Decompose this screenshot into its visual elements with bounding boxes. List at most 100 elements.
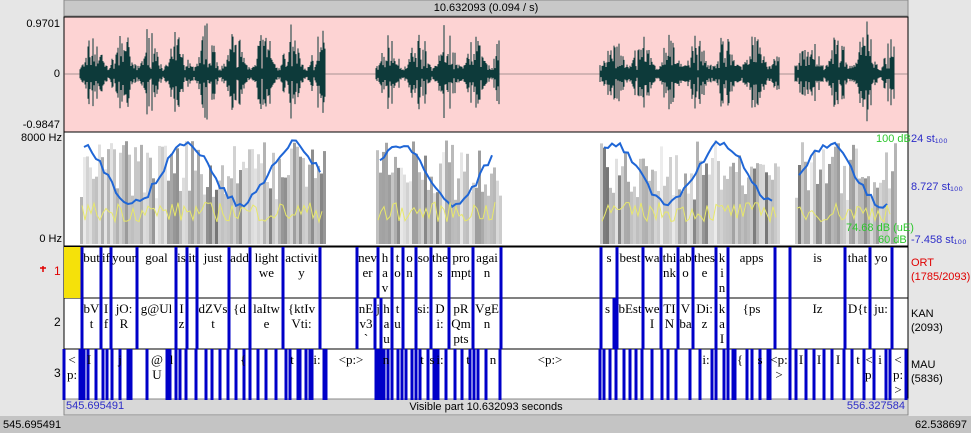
spectrogram-column (669, 156, 672, 244)
interval-label: { (239, 352, 247, 367)
spectrogram-column (663, 185, 666, 244)
interval-label: these (694, 250, 715, 280)
intensity-contour (377, 201, 496, 222)
boundary (484, 349, 488, 400)
interval-label: hav (381, 250, 389, 295)
spectrogram-column (651, 169, 654, 244)
spectrogram-column (98, 144, 101, 244)
spectrogram-column (876, 187, 879, 244)
interval-label: <p:> (338, 352, 364, 367)
boundary (178, 349, 182, 400)
interval-label: n (382, 352, 390, 367)
spectrogram-column (230, 178, 233, 244)
boundary (386, 349, 390, 400)
boundary (890, 247, 894, 298)
spectrogram-column (451, 144, 454, 244)
boundary (432, 349, 436, 400)
spectrogram-column (125, 141, 128, 244)
pitch-contour (603, 140, 773, 207)
interval-label: is (177, 250, 186, 265)
total-bar (0, 416, 971, 433)
spectrogram-column (281, 177, 284, 244)
spectrogram-column (753, 168, 756, 244)
intensity-min: 60 dB (878, 234, 907, 246)
interval-label: wa (644, 250, 660, 265)
boundary (94, 349, 98, 400)
boundary (218, 349, 222, 400)
top-bar-text: 10.632093 (0.094 / s) (433, 2, 539, 14)
spectrogram-column (128, 154, 131, 244)
pitch-contour (379, 145, 493, 209)
boundary (296, 349, 300, 400)
interval-label: <p:> (770, 352, 788, 382)
spectrogram-column (287, 175, 290, 244)
spectrogram-column (418, 172, 421, 244)
spectrogram-column (191, 141, 194, 244)
boundary (310, 349, 314, 400)
spectrogram-column (765, 172, 768, 244)
spectrogram-column (236, 183, 239, 244)
tier-name: MAU (911, 359, 936, 371)
boundary (599, 298, 603, 349)
boundary (168, 349, 172, 400)
spectrogram-column (756, 163, 759, 244)
boundary (355, 298, 359, 349)
spectrogram-column (490, 173, 493, 244)
spectrogram-column (858, 178, 861, 244)
spectrogram-column (272, 152, 275, 244)
spectrogram-column (639, 158, 642, 244)
boundary (444, 349, 448, 400)
boundary (379, 298, 383, 349)
waveform (79, 21, 895, 122)
interval-label: <p: (66, 352, 78, 382)
total-start: 545.695491 (3, 419, 62, 431)
interval-label: l (169, 352, 174, 367)
spectrogram-column (612, 192, 615, 244)
interval-label: so (417, 250, 430, 265)
boundary (80, 349, 84, 400)
boundary (434, 349, 438, 400)
spectrogram-column (621, 166, 624, 244)
spectrogram-column (80, 196, 83, 244)
spectrogram-column (720, 189, 723, 244)
boundary (110, 349, 114, 400)
interval-label: apps (739, 250, 764, 265)
boundary (804, 349, 808, 400)
boundary (379, 349, 383, 400)
spectrogram-column (403, 174, 406, 244)
spectrogram-column (164, 145, 167, 244)
spectrogram-column (176, 148, 179, 244)
spectrogram-column (251, 149, 254, 244)
spectrogram-column (816, 183, 819, 244)
spectrogram-column (861, 176, 864, 244)
boundary (714, 298, 718, 349)
spectrogram-column (299, 156, 302, 244)
window-end: 556.327584 (846, 400, 905, 412)
boundary (641, 247, 645, 298)
boundary (710, 349, 714, 400)
spectrogram-column (454, 199, 457, 244)
interval-label: t (466, 352, 470, 367)
spectrogram-column (729, 166, 732, 244)
spectrogram-column (681, 191, 684, 244)
wave-min: -0.9847 (22, 119, 60, 131)
spectrogram-column (699, 160, 702, 244)
boundary (842, 349, 846, 400)
spectrogram-column (487, 195, 490, 244)
boundary (414, 298, 418, 349)
spectrogram-column (382, 151, 385, 244)
boundary (401, 247, 405, 298)
interval-label: but (83, 250, 100, 265)
interval-label: weI (644, 301, 660, 331)
spectrogram-column (478, 150, 481, 244)
boundary (788, 247, 792, 298)
boundary (498, 349, 502, 400)
spectrogram-column (433, 193, 436, 244)
spectrogram-column (203, 194, 206, 244)
spectrogram-column (89, 167, 92, 244)
spectrogram-column (397, 167, 400, 244)
tier-name: ORT (911, 257, 935, 269)
interval-label: abo (679, 250, 692, 280)
boundary (109, 298, 113, 349)
interval-label: i (878, 352, 882, 367)
